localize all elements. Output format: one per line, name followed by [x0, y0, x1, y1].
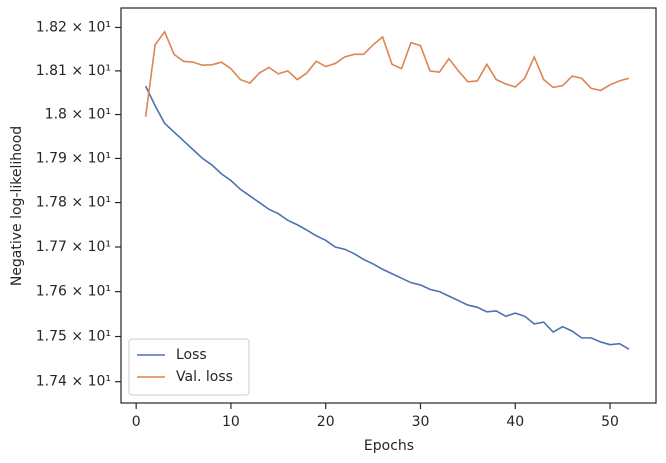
y-tick-label: 1.77 × 10¹	[36, 239, 111, 255]
line	[144, 30, 630, 117]
legend-box	[128, 338, 250, 396]
y-tick-label: 1.82 × 10¹	[36, 19, 111, 35]
y-tick-label: 1.8 × 10¹	[45, 107, 111, 123]
line	[144, 85, 630, 350]
y-tick-label: 1.79 × 10¹	[36, 150, 111, 166]
y-tick-label: 1.76 × 10¹	[36, 284, 111, 300]
x-axis-label: Epochs	[364, 438, 414, 454]
legend-label: Val. loss	[176, 369, 233, 385]
x-tick-label: 20	[317, 414, 335, 430]
y-tick-label: 1.81 × 10¹	[36, 63, 111, 79]
y-axis-label: Negative log-likelihood	[9, 126, 25, 286]
x-tick-label: 30	[412, 414, 430, 430]
y-tick-label: 1.78 × 10¹	[36, 195, 111, 211]
legend-label: Loss	[176, 347, 207, 363]
x-tick-label: 40	[506, 414, 524, 430]
y-tick-label: 1.74 × 10¹	[36, 374, 111, 390]
y-tick-label: 1.75 × 10¹	[36, 329, 111, 345]
x-tick-label: 10	[222, 414, 240, 430]
x-tick-label: 0	[132, 414, 141, 430]
axes-frame	[120, 7, 657, 404]
x-tick-label: 50	[601, 414, 619, 430]
